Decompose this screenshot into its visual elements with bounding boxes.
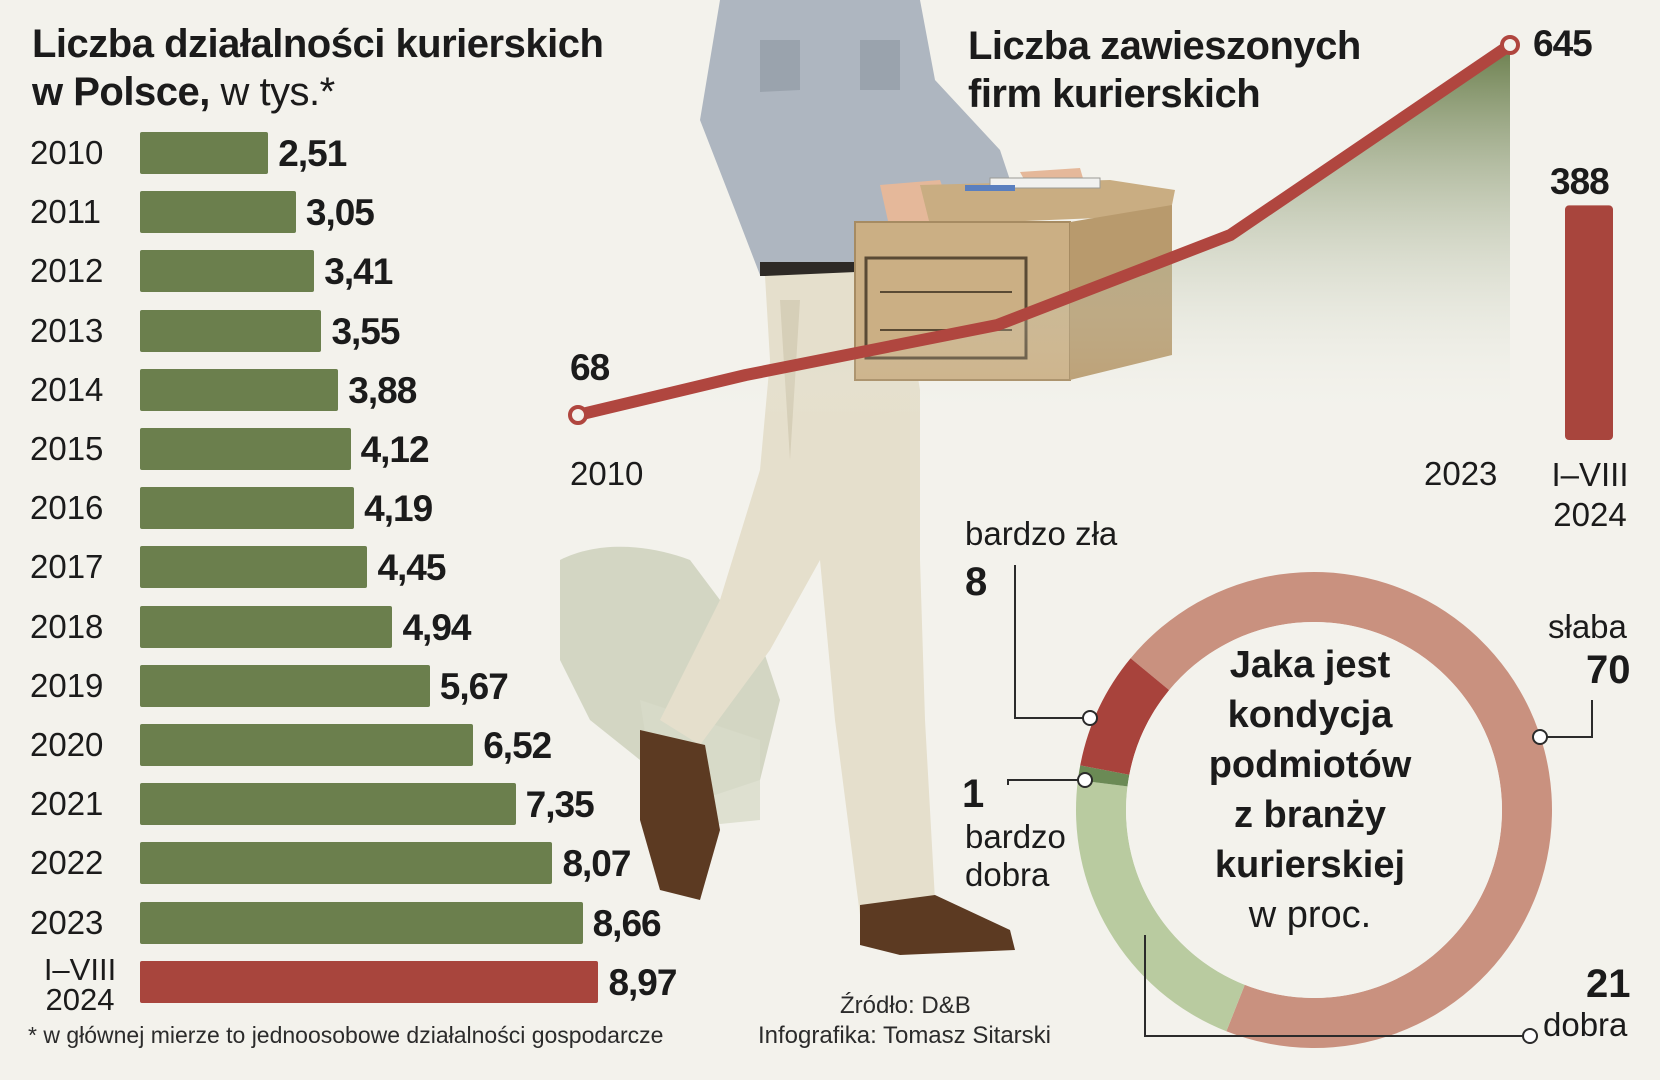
bar-value-label: 4,12 <box>360 429 430 470</box>
donut-title-line4: z branży <box>1233 794 1387 836</box>
extra-bar-2024 <box>1565 205 1613 440</box>
left-title-line2: w Polsce, <box>32 70 210 114</box>
bar-value-label: 3,55 <box>331 310 400 352</box>
bar-category-label: 2023 <box>30 903 104 941</box>
bar-value-label: 8,97 <box>608 961 677 1003</box>
bar <box>140 783 516 826</box>
donut-title-line3: podmiotów <box>1208 744 1412 786</box>
bar-value-label: 4,19 <box>364 488 433 530</box>
bar-category-label: 2015 <box>30 430 104 467</box>
donut-title-unit: w proc. <box>1248 894 1372 936</box>
extra-bar-category: I–VIII 2024 <box>1545 455 1635 535</box>
bar <box>140 132 269 174</box>
bar-category-label: 2012 <box>30 252 104 290</box>
label-bardzo-dobra-line1: bardzo <box>965 818 1066 855</box>
bar <box>140 428 351 470</box>
donut-hole <box>1126 622 1502 998</box>
line-start-label: 68 <box>570 347 610 388</box>
bar <box>140 605 393 648</box>
source-credit: Źródło: D&B <box>840 992 971 1019</box>
donut-title: Jaka jest kondycja podmiotów z branży ku… <box>1160 640 1460 940</box>
bar-category-label: 2022 <box>30 844 104 882</box>
bar-category-label: 2016 <box>30 489 104 527</box>
bar-category-label: 2010 <box>30 134 104 171</box>
bar <box>140 309 322 352</box>
label-slaba: słaba <box>1548 608 1627 645</box>
author-credit: Infografika: Tomasz Sitarski <box>758 1022 1052 1049</box>
extra-bar-label: 388 <box>1550 161 1610 202</box>
line-chart-title: Liczba zawieszonych firm kurierskich <box>968 22 1361 118</box>
label-dobra: dobra <box>1543 1006 1628 1043</box>
bar <box>140 724 474 766</box>
bar-value-label: 3,05 <box>305 192 375 234</box>
bar-value-label: 8,66 <box>592 902 662 944</box>
area-fill <box>578 45 1510 420</box>
leader-dot <box>1082 710 1098 726</box>
bar-value-label: 6,52 <box>483 725 552 766</box>
leader-line <box>1007 779 1085 785</box>
left-title-unit: w tys.* <box>220 70 335 114</box>
left-chart-title: Liczba działalności kurierskich w Polsce… <box>32 20 732 116</box>
end-point <box>1500 35 1520 55</box>
donut-slice <box>1080 658 1170 775</box>
bar <box>140 960 599 1003</box>
leader-dot <box>1532 729 1548 745</box>
bar <box>140 191 296 234</box>
start-point <box>568 405 588 425</box>
bar-value-label: 3,41 <box>324 251 393 293</box>
bar <box>140 901 583 944</box>
bar <box>140 546 368 589</box>
bar-category-label: 2020 <box>30 726 104 763</box>
extra-bar-category-line2: 2024 <box>1553 496 1627 533</box>
line-title-line2: firm kurierskich <box>968 72 1261 116</box>
line-x-end-label: 2023 <box>1424 455 1498 492</box>
bar-category-label: 2013 <box>30 311 104 349</box>
line-title-line1: Liczba zawieszonych <box>968 24 1361 68</box>
leader-dot <box>1522 1028 1538 1044</box>
leader-line <box>1540 700 1593 738</box>
label-bardzo-zla: bardzo zła <box>965 515 1118 552</box>
series-line <box>572 39 1516 421</box>
donut-title-line5: kurierskiej <box>1214 844 1406 886</box>
line-x-start-label: 2010 <box>570 455 644 492</box>
bar-category-label: 2018 <box>30 607 104 645</box>
value-bardzo-zla: 8 <box>965 560 988 604</box>
bar-category-label: 2011 <box>30 193 101 231</box>
donut-slice <box>1076 780 1245 1032</box>
footnote: * w głównej mierze to jednoosobowe dział… <box>28 1022 664 1048</box>
leader-dot <box>1077 772 1093 788</box>
bar-value-label: 4,45 <box>377 547 446 589</box>
value-slaba: 70 <box>1586 648 1631 692</box>
label-bardzo-dobra-line2: dobra <box>965 856 1050 893</box>
donut-slice <box>1130 571 1552 1048</box>
bar <box>140 842 553 885</box>
extra-bar-category-line1: I–VIII <box>1551 456 1629 493</box>
leader-line <box>1144 935 1530 1037</box>
leader-line <box>1014 565 1090 719</box>
donut-title-line1: Jaka jest <box>1229 644 1391 686</box>
bar-category-label: 2017 <box>30 548 104 586</box>
label-bardzo-dobra: bardzo dobra <box>965 818 1066 894</box>
bar-category-label: 2019 <box>30 666 104 704</box>
bar-value-label: 5,67 <box>439 665 509 707</box>
bar <box>140 250 315 293</box>
bar-value-label: 8,07 <box>562 843 631 885</box>
donut-title-line2: kondycja <box>1227 694 1393 736</box>
value-dobra: 21 <box>1586 962 1631 1006</box>
bar <box>140 664 430 707</box>
left-title-line1: Liczba działalności kurierskich <box>32 22 604 66</box>
value-bardzo-dobra: 1 <box>962 772 985 816</box>
bar-value-label: 3,88 <box>348 369 417 411</box>
bar <box>140 487 355 530</box>
bar-category-label: 2014 <box>30 370 104 408</box>
line-end-label: 645 <box>1533 23 1593 64</box>
bar <box>140 368 339 411</box>
bar-category-label: 2021 <box>30 785 104 823</box>
bar-category-label: I–VIII 2024 <box>43 951 117 1017</box>
bar-value-label: 2,51 <box>278 133 347 174</box>
bar-value-label: 4,94 <box>402 606 471 648</box>
